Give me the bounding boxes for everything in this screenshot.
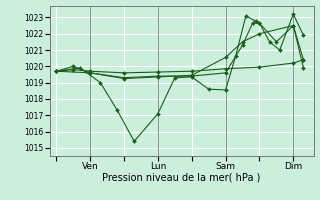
- X-axis label: Pression niveau de la mer( hPa ): Pression niveau de la mer( hPa ): [102, 173, 261, 183]
